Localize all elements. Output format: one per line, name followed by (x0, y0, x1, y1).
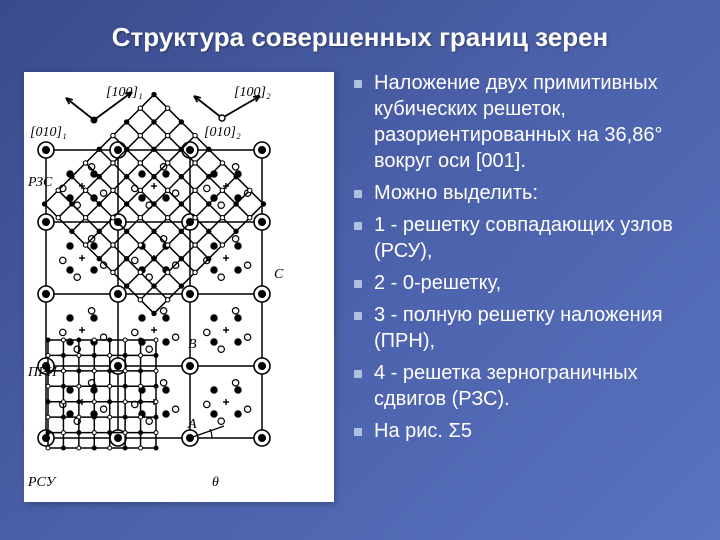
bullet-item: 4 - решетка зернограничных сдвигов (РЗС)… (352, 360, 696, 412)
svg-text:РЗС: РЗС (27, 175, 53, 190)
svg-text:[010]₂: [010]₂ (204, 125, 241, 140)
svg-text:C: C (274, 267, 284, 282)
slide-title: Структура совершенных границ зерен (0, 22, 720, 53)
bullet-item: Наложение двух примитивных кубических ре… (352, 70, 696, 174)
svg-text:[100]₂: [100]₂ (234, 85, 271, 100)
svg-text:B: B (188, 337, 197, 352)
svg-text:θ: θ (212, 475, 219, 490)
svg-text:[010]₁: [010]₁ (30, 125, 67, 140)
svg-text:ПРН: ПРН (27, 365, 58, 380)
bullet-item: 2 - 0-решетку, (352, 270, 696, 296)
svg-text:РСУ: РСУ (27, 475, 57, 490)
bullet-list: Наложение двух примитивных кубических ре… (352, 70, 696, 450)
svg-text:[100]₁: [100]₁ (106, 85, 143, 100)
bullet-item: 3 - полную решетку наложения (ПРН), (352, 302, 696, 354)
svg-text:A: A (187, 417, 197, 432)
lattice-figure: [100]₁ [100]₂ [010]₁ [010]₂ РЗС ПРН РСУ C B Aθ (24, 72, 334, 502)
bullet-item: 1 - решетку совпадающих узлов (РСУ), (352, 212, 696, 264)
bullet-item: Можно выделить: (352, 180, 696, 206)
bullet-item: На рис. Σ5 (352, 418, 696, 444)
